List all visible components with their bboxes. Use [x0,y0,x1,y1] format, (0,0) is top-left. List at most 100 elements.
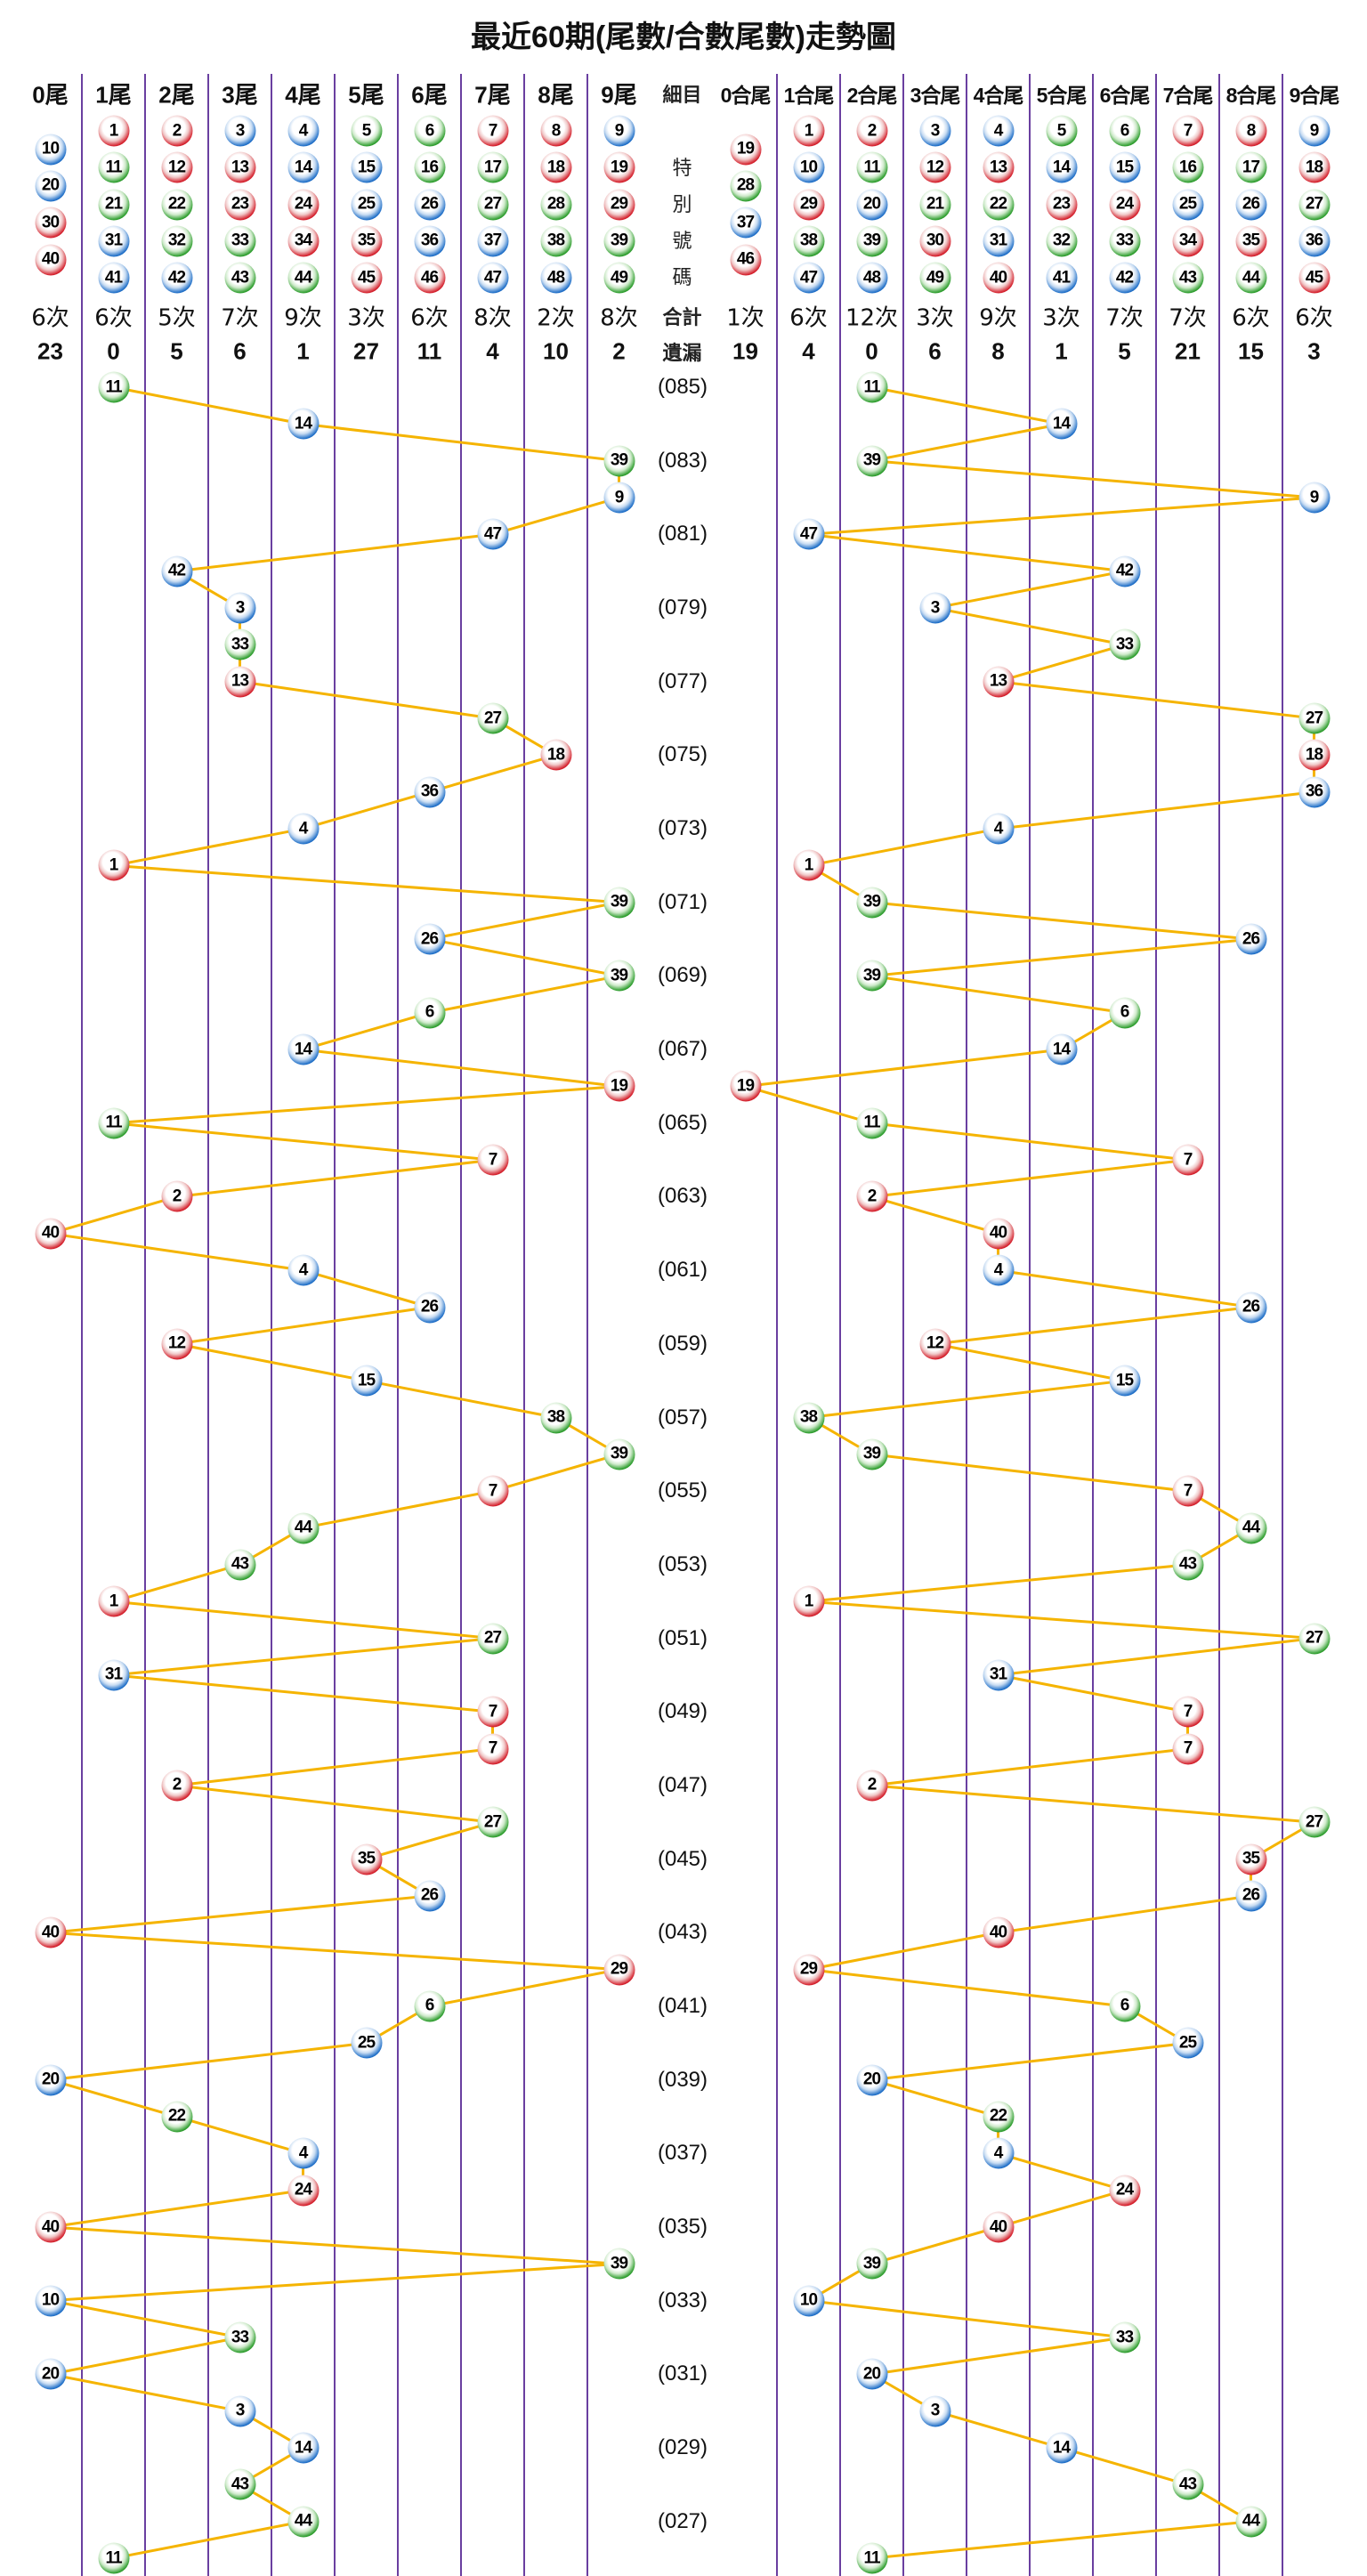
left-header-ball: 1 [98,115,129,147]
right-header-ball: 28 [730,170,761,202]
left-trend-segment [113,2520,303,2560]
right-header-ball: 25 [1172,189,1203,221]
left-missing: 5 [170,337,183,365]
left-missing: 4 [486,337,499,365]
period-label: (055) [657,1478,708,1503]
right-column-header: 5合尾 [1036,84,1088,107]
left-trend-segment [50,1931,619,1972]
left-missing: 1 [296,337,310,365]
left-draw-ball: 14 [287,1033,319,1065]
column-divider [207,74,209,2576]
left-trend-segment [429,753,556,794]
period-label: (031) [657,2361,708,2386]
right-missing: 6 [928,337,942,365]
period-label: (059) [657,1331,708,1356]
left-header-ball: 39 [603,225,635,257]
left-draw-ball: 43 [224,2468,255,2500]
left-draw-ball: 36 [414,776,445,808]
left-trend-segment [50,1195,177,1235]
right-draw-ball: 43 [1172,1549,1203,1581]
right-trend-segment [808,827,999,867]
left-draw-ball: 26 [414,923,445,955]
column-divider [81,74,83,2576]
right-header-ball: 35 [1235,225,1266,257]
right-count: 9次 [979,304,1017,332]
right-draw-ball: 14 [1046,2432,1077,2464]
period-label: (063) [657,1184,708,1209]
right-count: 7次 [1105,304,1144,332]
left-header-ball: 36 [414,225,445,257]
right-trend-segment [934,2410,1062,2450]
left-draw-ball: 6 [414,997,445,1029]
right-trend-segment [871,974,1125,1015]
right-draw-ball: 33 [1109,2321,1140,2353]
period-label: (061) [657,1258,708,1283]
right-trend-segment [998,790,1314,830]
left-header-ball: 42 [161,262,192,294]
left-draw-ball: 13 [224,666,255,698]
right-header-ball: 2 [856,115,887,147]
period-label: (057) [657,1405,708,1430]
right-trend-segment [871,2225,999,2265]
left-column-header: 5尾 [348,81,384,109]
left-trend-segment [113,827,303,867]
right-draw-ball: 40 [983,1218,1014,1250]
left-trend-segment [239,680,493,720]
left-draw-ball: 15 [351,1365,382,1397]
left-column-header: 4尾 [285,81,321,109]
right-draw-ball: 20 [856,2358,887,2390]
left-trend-segment [303,1268,430,1308]
right-header-ball: 42 [1109,262,1140,294]
right-trend-segment [808,532,1125,573]
right-trend-segment [998,1268,1251,1308]
left-header-ball: 38 [540,225,571,257]
right-trend-segment [998,1894,1251,1934]
left-missing: 6 [233,337,247,365]
right-trend-segment [808,1968,1125,2008]
right-draw-ball: 40 [983,1916,1014,1948]
right-trend-segment [808,2299,1125,2339]
right-header-ball: 6 [1109,115,1140,147]
left-trend-segment [113,1563,240,1603]
right-header-ball: 20 [856,189,887,221]
period-label: (039) [657,2067,708,2092]
left-header-ball: 24 [287,189,319,221]
right-trend-segment [871,901,1251,941]
column-divider [523,74,525,2576]
right-header-ball: 12 [919,151,950,183]
left-header-ball: 18 [540,151,571,183]
right-draw-ball: 44 [1235,2506,1266,2538]
right-draw-ball: 22 [983,2101,1014,2133]
period-label: (065) [657,1110,708,1135]
right-draw-ball: 26 [1235,1292,1266,1323]
left-header-ball: 45 [351,262,382,294]
right-header-ball: 37 [730,207,761,239]
right-draw-ball: 10 [793,2285,824,2317]
right-column-header: 0合尾 [720,84,772,107]
right-draw-ball: 4 [983,813,1014,845]
left-draw-ball: 44 [287,2506,319,2538]
right-missing: 1 [1055,337,1068,365]
left-header-ball: 5 [351,115,382,147]
right-draw-ball: 26 [1235,923,1266,955]
right-missing: 0 [865,337,878,365]
left-draw-ball: 18 [540,739,571,771]
right-count: 6次 [1295,304,1333,332]
right-header-ball: 7 [1172,115,1203,147]
left-draw-ball: 6 [414,1990,445,2022]
left-header-ball: 2 [161,115,192,147]
right-header-ball: 27 [1298,189,1330,221]
left-draw-ball: 7 [477,1733,508,1765]
left-draw-ball: 7 [477,1696,508,1728]
left-count: 7次 [221,304,259,332]
column-divider [1282,74,1283,2576]
right-trend-segment [808,496,1314,536]
right-draw-ball: 7 [1172,1475,1203,1507]
left-trend-segment [492,496,619,536]
right-column-header: 4合尾 [973,84,1024,107]
right-trend-segment [871,2041,1188,2082]
right-header-ball: 46 [730,244,761,276]
right-count: 3次 [916,304,954,332]
right-header-ball: 36 [1298,225,1330,257]
